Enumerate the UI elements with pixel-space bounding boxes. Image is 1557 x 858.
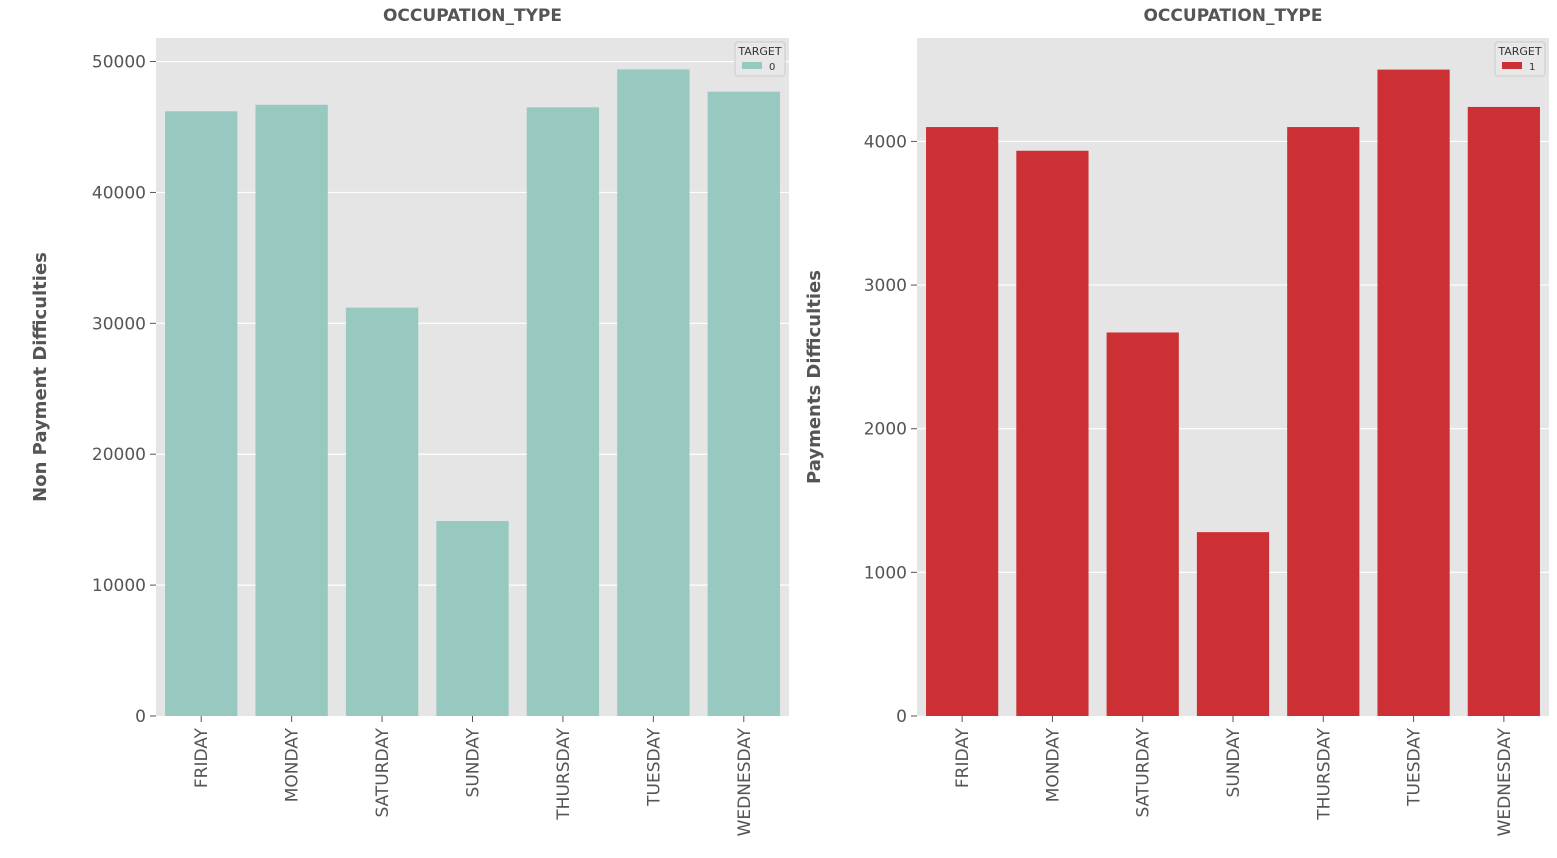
- y-axis-label: Payments Difficulties: [804, 270, 825, 484]
- x-tick-label: SUNDAY: [1224, 727, 1244, 797]
- x-tick-label: FRIDAY: [953, 727, 973, 788]
- y-tick-label: 40000: [92, 183, 146, 203]
- y-tick-label: 2000: [864, 420, 907, 440]
- y-tick-label: 50000: [92, 53, 146, 73]
- bar-saturday: [345, 307, 419, 716]
- y-tick-label: 0: [896, 707, 907, 727]
- x-tick-label: SATURDAY: [1134, 727, 1154, 817]
- legend-swatch: [1502, 62, 1522, 69]
- chart-title: OCCUPATION_TYPE: [383, 6, 562, 26]
- x-tick-label: TUESDAY: [644, 727, 664, 806]
- legend-title: TARGET: [1497, 45, 1542, 58]
- x-tick-label: FRIDAY: [192, 727, 212, 788]
- chart-panel-1: 0 1000 2000 3000 4000 FRIDAY MONDAY SATURDAY SUN…: [804, 6, 1549, 836]
- x-tick-label: MONDAY: [1043, 727, 1063, 802]
- bar-wednesday: [1467, 106, 1540, 716]
- x-tick-label: MONDAY: [283, 727, 303, 802]
- bar-tuesday: [617, 69, 690, 716]
- legend-label: 0: [769, 62, 775, 73]
- bar-sunday: [436, 520, 509, 716]
- bar-wednesday: [707, 91, 780, 717]
- y-tick-label: 4000: [864, 132, 907, 152]
- y-tick-label: 30000: [92, 314, 146, 334]
- legend-title: TARGET: [737, 45, 782, 58]
- bar-friday: [926, 127, 999, 716]
- x-tick-label: SATURDAY: [373, 727, 393, 817]
- bar-thursday: [1287, 127, 1360, 716]
- y-tick-label: 1000: [864, 563, 907, 583]
- y-tick-label: 20000: [92, 445, 146, 465]
- x-tick-label: TUESDAY: [1405, 727, 1425, 806]
- bar-saturday: [1106, 332, 1179, 716]
- bar-sunday: [1196, 532, 1270, 716]
- legend-swatch: [742, 62, 762, 69]
- x-tick-label: SUNDAY: [464, 727, 484, 797]
- x-tick-label: WEDNESDAY: [1495, 727, 1515, 836]
- y-tick-label: 0: [135, 707, 146, 727]
- bar-tuesday: [1377, 69, 1450, 717]
- chart-panel-0: 0 10000 20000 30000 40000 50000 FRIDAY MONDAY SA…: [30, 6, 789, 836]
- y-tick-label: 10000: [92, 576, 146, 596]
- chart-title: OCCUPATION_TYPE: [1143, 6, 1322, 26]
- bar-monday: [255, 104, 328, 716]
- x-tick-label: THURSDAY: [554, 727, 574, 820]
- bar-thursday: [526, 107, 600, 716]
- y-axis-label: Non Payment Difficulties: [30, 252, 51, 502]
- x-tick-label: WEDNESDAY: [735, 727, 755, 836]
- x-tick-label: THURSDAY: [1314, 727, 1334, 820]
- y-tick-label: 3000: [864, 276, 907, 296]
- bar-monday: [1016, 150, 1089, 716]
- legend-label: 1: [1529, 62, 1535, 73]
- bar-friday: [165, 111, 238, 716]
